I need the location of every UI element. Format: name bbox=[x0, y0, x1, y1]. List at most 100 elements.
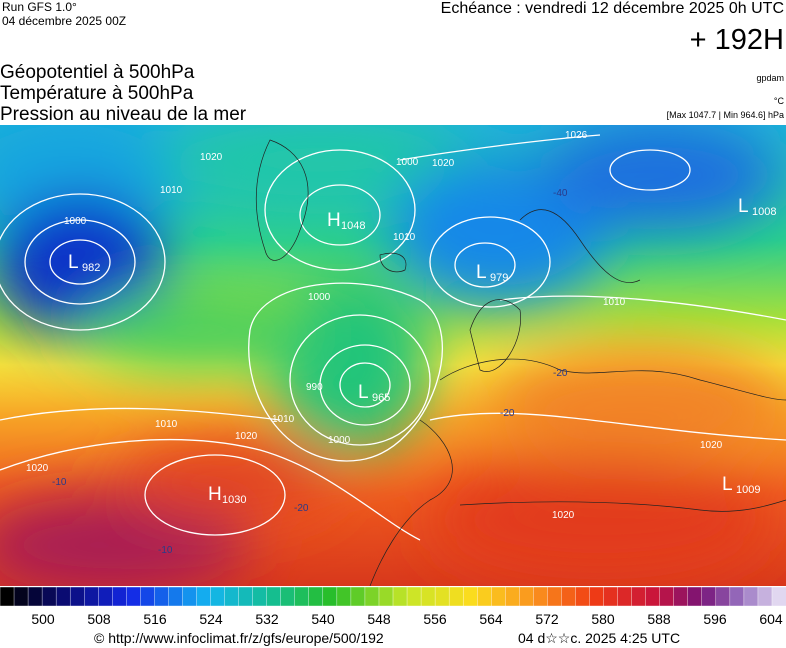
pressure-center-symbol: H bbox=[327, 210, 341, 231]
field-title: Pression au niveau de la mer bbox=[0, 104, 247, 125]
colorbar-swatch bbox=[477, 586, 492, 607]
colorbar-swatch bbox=[266, 586, 282, 607]
isobar-label: 1000 bbox=[396, 157, 419, 168]
unit-label: °C bbox=[774, 96, 785, 106]
colorbar-swatch bbox=[505, 586, 521, 607]
colorbar-swatch bbox=[757, 586, 773, 607]
colorbar-label: 556 bbox=[423, 611, 447, 627]
colorbar-swatch bbox=[420, 586, 436, 607]
colorbar-swatch bbox=[603, 586, 619, 607]
colorbar-label: 604 bbox=[759, 611, 783, 627]
colorbar-swatch bbox=[392, 586, 408, 607]
colorbar-label: 588 bbox=[647, 611, 671, 627]
colorbar-swatch bbox=[448, 586, 464, 607]
colorbar-swatch bbox=[322, 586, 338, 607]
colorbar-swatch bbox=[673, 586, 689, 607]
pressure-center-symbol: L bbox=[358, 382, 369, 403]
colorbar-label: 524 bbox=[199, 611, 223, 627]
colorbar-swatch bbox=[112, 586, 128, 607]
colorbar-swatch bbox=[687, 586, 703, 607]
pressure-center-symbol: L bbox=[722, 474, 733, 495]
colorbar-swatch bbox=[547, 586, 563, 607]
pressure-center-value: 1030 bbox=[222, 494, 246, 506]
colorbar-swatch bbox=[533, 586, 549, 607]
unit-label: [Max 1047.7 | Min 964.6] hPa bbox=[667, 110, 784, 120]
pressure-center-value: 1008 bbox=[752, 206, 776, 218]
colorbar-label: 500 bbox=[31, 611, 55, 627]
colorbar-swatch bbox=[252, 586, 268, 607]
temperature-label: -10 bbox=[158, 545, 173, 556]
colorbar-swatch bbox=[575, 586, 591, 607]
field-title: Géopotentiel à 500hPa bbox=[0, 62, 195, 83]
colorbar-swatch bbox=[154, 586, 170, 607]
pressure-center-value: 965 bbox=[372, 392, 390, 404]
colorbar-swatch bbox=[336, 586, 352, 607]
isobar-label: 1020 bbox=[552, 510, 575, 521]
colorbar-swatch bbox=[645, 586, 661, 607]
colorbar-swatch bbox=[308, 586, 324, 607]
isobar-label: 1020 bbox=[200, 152, 223, 163]
colorbar-swatch bbox=[182, 586, 198, 607]
run-label: Run GFS 1.0° bbox=[2, 0, 77, 14]
colorbar-swatch bbox=[519, 586, 535, 607]
colorbar-label: 564 bbox=[479, 611, 503, 627]
forecast-time: Echéance : vendredi 12 décembre 2025 0h … bbox=[441, 0, 784, 17]
isobar-label: 1020 bbox=[432, 158, 455, 169]
pressure-center-value: 1009 bbox=[736, 484, 760, 496]
temperature-label: -20 bbox=[294, 503, 309, 514]
field-title: Température à 500hPa bbox=[0, 83, 194, 104]
isobar-label: 990 bbox=[306, 382, 323, 393]
colorbar-swatch bbox=[41, 586, 57, 607]
colorbar-swatch bbox=[69, 586, 85, 607]
isobar-label: 1010 bbox=[155, 419, 178, 430]
colorbar-swatch bbox=[491, 586, 506, 607]
colorbar-label: 596 bbox=[703, 611, 727, 627]
isobar-label: 1020 bbox=[700, 440, 723, 451]
colorbar-swatch bbox=[406, 586, 422, 607]
colorbar-label: 580 bbox=[591, 611, 615, 627]
colorbar-swatch bbox=[350, 586, 366, 607]
isobars bbox=[0, 134, 786, 541]
colorbar-swatch bbox=[55, 586, 71, 607]
isobar-label: 1010 bbox=[603, 297, 626, 308]
pressure-center-symbol: L bbox=[68, 252, 79, 273]
colorbar-swatch bbox=[617, 586, 633, 607]
colorbar-label: 532 bbox=[255, 611, 279, 627]
colorbar-label: 540 bbox=[311, 611, 335, 627]
isobar-label: 1010 bbox=[160, 185, 183, 196]
temperature-label: -40 bbox=[553, 188, 568, 199]
colorbar-swatch bbox=[561, 586, 577, 607]
colorbar-swatch bbox=[434, 586, 450, 607]
isobar-label: 1000 bbox=[308, 292, 331, 303]
colorbar-swatch bbox=[13, 586, 29, 607]
colorbar-swatch bbox=[168, 586, 184, 607]
colorbar-swatch bbox=[84, 586, 99, 607]
pressure-center-value: 1048 bbox=[341, 220, 365, 232]
isobar-label: 1010 bbox=[393, 232, 416, 243]
isobar-label: 1020 bbox=[235, 431, 258, 442]
colorbar-label: 572 bbox=[535, 611, 559, 627]
colorbar-swatch bbox=[280, 586, 296, 607]
colorbar-swatch bbox=[743, 586, 759, 607]
colorbar-swatch bbox=[364, 586, 380, 607]
colorbar bbox=[0, 586, 786, 607]
isobar-label: 1026 bbox=[565, 130, 588, 141]
unit-label: gpdam bbox=[756, 73, 784, 83]
colorbar-label: 548 bbox=[367, 611, 391, 627]
colorbar-swatch bbox=[589, 586, 605, 607]
colorbar-swatch bbox=[294, 586, 310, 607]
isobar-label: 1000 bbox=[328, 435, 351, 446]
isobar-label: 1010 bbox=[272, 414, 295, 425]
colorbar-swatch bbox=[378, 586, 394, 607]
colorbar-swatch bbox=[0, 586, 15, 607]
pressure-center-symbol: L bbox=[738, 196, 749, 217]
generated-time: 04 d☆☆c. 2025 4:25 UTC bbox=[518, 630, 680, 646]
pressure-center-value: 979 bbox=[490, 272, 508, 284]
colorbar-swatch bbox=[659, 586, 675, 607]
temperature-label: -10 bbox=[52, 477, 67, 488]
coastlines bbox=[255, 139, 786, 586]
pressure-center-value: 982 bbox=[82, 262, 100, 274]
colorbar-swatch bbox=[140, 586, 156, 607]
colorbar-swatch bbox=[126, 586, 142, 607]
